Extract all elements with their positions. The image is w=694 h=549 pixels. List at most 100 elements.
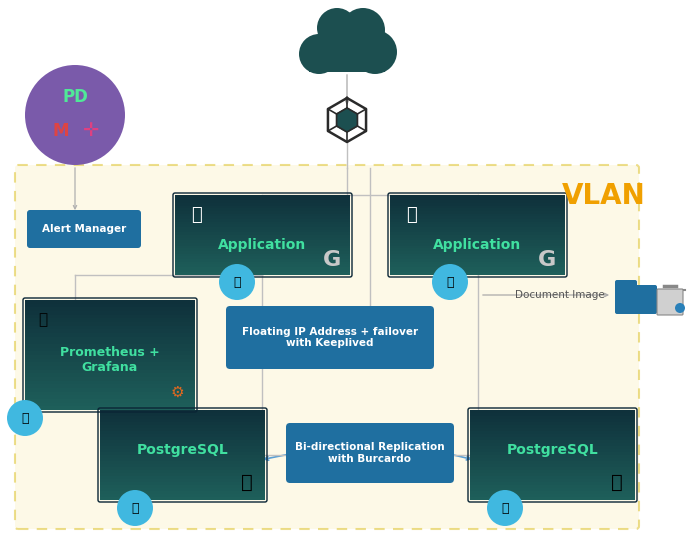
Bar: [100, 451, 265, 455]
Bar: [175, 243, 350, 245]
Bar: [25, 311, 195, 315]
Bar: [25, 340, 195, 344]
Bar: [175, 240, 350, 243]
Bar: [25, 384, 195, 388]
Bar: [470, 455, 635, 458]
Bar: [175, 234, 350, 238]
Circle shape: [341, 8, 385, 52]
Bar: [100, 494, 265, 497]
Bar: [390, 240, 565, 243]
Bar: [175, 221, 350, 225]
Bar: [390, 219, 565, 222]
Bar: [175, 261, 350, 264]
Polygon shape: [337, 108, 357, 132]
Bar: [100, 436, 265, 440]
Bar: [175, 232, 350, 235]
Bar: [470, 434, 635, 437]
FancyBboxPatch shape: [286, 423, 454, 483]
Bar: [470, 445, 635, 449]
Bar: [25, 325, 195, 329]
Bar: [390, 208, 565, 211]
Bar: [390, 261, 565, 264]
Bar: [390, 259, 565, 262]
Bar: [470, 457, 635, 461]
Bar: [470, 496, 635, 500]
Bar: [390, 197, 565, 200]
Bar: [390, 266, 565, 270]
Bar: [390, 253, 565, 256]
FancyBboxPatch shape: [657, 289, 683, 315]
Bar: [390, 210, 565, 214]
Bar: [470, 481, 635, 485]
Text: 🚢: 🚢: [22, 412, 28, 424]
Circle shape: [117, 490, 153, 526]
Text: G: G: [538, 250, 556, 270]
Bar: [175, 245, 350, 248]
Circle shape: [317, 8, 357, 48]
Text: Prometheus +
Grafana: Prometheus + Grafana: [60, 346, 160, 374]
Bar: [470, 442, 635, 446]
Bar: [470, 490, 635, 494]
Bar: [25, 300, 195, 304]
Bar: [175, 229, 350, 232]
Bar: [470, 475, 635, 479]
Text: 🚢: 🚢: [233, 276, 241, 289]
Bar: [470, 479, 635, 482]
Bar: [470, 488, 635, 491]
Bar: [100, 416, 265, 419]
Bar: [470, 428, 635, 431]
Text: PostgreSQL: PostgreSQL: [507, 443, 598, 457]
Bar: [390, 194, 565, 198]
Bar: [100, 481, 265, 485]
Bar: [390, 227, 565, 229]
Bar: [100, 440, 265, 443]
Bar: [175, 200, 350, 203]
Bar: [100, 410, 265, 413]
Text: Document Image: Document Image: [515, 290, 605, 300]
Bar: [390, 248, 565, 251]
Bar: [470, 422, 635, 425]
Bar: [100, 490, 265, 494]
Text: ✛: ✛: [83, 121, 99, 141]
Bar: [470, 467, 635, 470]
Bar: [390, 245, 565, 248]
Bar: [25, 314, 195, 318]
Text: ⛩: ⛩: [192, 206, 203, 224]
Text: 🚢: 🚢: [446, 276, 454, 289]
Bar: [390, 200, 565, 203]
Text: PostgreSQL: PostgreSQL: [137, 443, 228, 457]
Bar: [470, 461, 635, 464]
Circle shape: [353, 30, 397, 74]
Bar: [25, 380, 195, 384]
Bar: [175, 205, 350, 208]
Bar: [175, 266, 350, 270]
Bar: [100, 430, 265, 434]
Bar: [25, 366, 195, 369]
Bar: [100, 485, 265, 488]
Bar: [175, 227, 350, 229]
Bar: [25, 333, 195, 337]
Bar: [25, 358, 195, 362]
Circle shape: [7, 400, 43, 436]
Bar: [25, 351, 195, 355]
Bar: [470, 469, 635, 473]
Bar: [25, 406, 195, 410]
Bar: [175, 210, 350, 214]
Text: ⚙: ⚙: [170, 384, 184, 400]
Bar: [100, 488, 265, 491]
Bar: [175, 256, 350, 259]
Bar: [390, 224, 565, 227]
Circle shape: [25, 65, 125, 165]
Bar: [390, 221, 565, 225]
Bar: [100, 475, 265, 479]
Bar: [390, 213, 565, 216]
Bar: [25, 377, 195, 380]
Bar: [100, 463, 265, 467]
Bar: [470, 416, 635, 419]
Bar: [100, 422, 265, 425]
Bar: [470, 473, 635, 476]
Bar: [470, 440, 635, 443]
Bar: [175, 213, 350, 216]
FancyBboxPatch shape: [615, 285, 657, 314]
Bar: [470, 410, 635, 413]
